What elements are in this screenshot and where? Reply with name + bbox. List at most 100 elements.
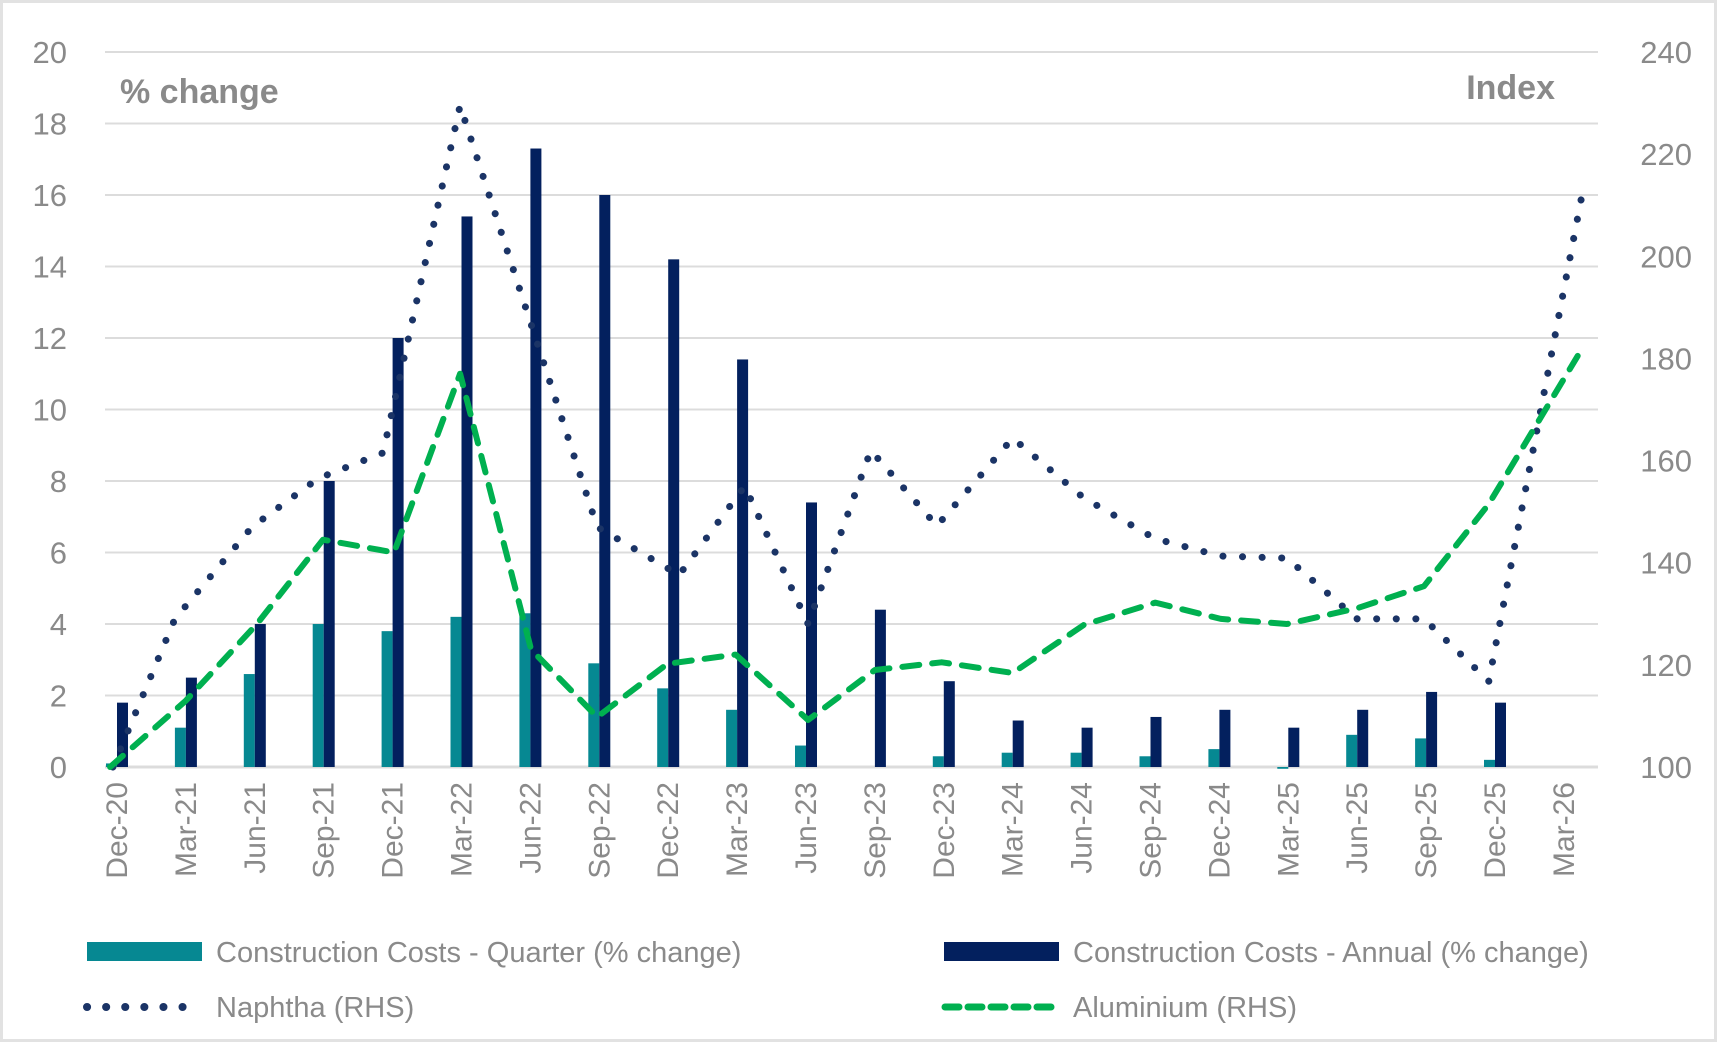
x-tick-label-mar-24: Mar-24 [997, 782, 1030, 877]
x-axis-labels: Dec-20 Mar-21 Jun-21 Sep-21 Dec-21 Mar-22 Jun-… [101, 782, 1581, 879]
x-tick-label-dec-25: Dec-25 [1479, 782, 1512, 879]
legend-swatch-annual [944, 942, 1059, 961]
right-tick-label: 220 [1640, 137, 1692, 172]
x-tick-label-dec-22: Dec-22 [652, 782, 685, 879]
bar-quarter-dec-21 [381, 631, 393, 767]
x-tick-label-jun-22: Jun-22 [514, 782, 547, 874]
left-tick-label: 10 [33, 393, 67, 428]
x-tick-label-mar-26: Mar-26 [1548, 782, 1581, 877]
left-tick-label: 8 [50, 464, 67, 499]
bar-quarter-sep-25 [1415, 738, 1427, 767]
bar-quarter-mar-22 [450, 616, 462, 767]
bar-quarter-jun-23 [795, 745, 806, 767]
bar-quarter-dec-24 [1208, 749, 1220, 767]
left-axis-ticks: 0 2 4 6 8 10 12 14 16 18 20 [33, 35, 67, 785]
right-tick-label: 200 [1640, 239, 1692, 274]
right-tick-label: 180 [1640, 341, 1692, 376]
left-tick-label: 6 [50, 536, 67, 571]
x-tick-label-jun-25: Jun-25 [1341, 782, 1374, 874]
bar-annual-mar-24 [1012, 720, 1024, 767]
legend-label-quarter: Construction Costs - Quarter (% change) [216, 937, 741, 969]
bar-quarter-jun-25 [1346, 734, 1358, 767]
legend-item-aluminium: Aluminium (RHS) [941, 992, 1297, 1024]
x-tick-label-jun-24: Jun-24 [1066, 782, 1099, 874]
left-tick-label: 14 [33, 250, 67, 285]
bar-annual-sep-25 [1426, 691, 1438, 767]
bar-annual-dec-23 [943, 681, 955, 767]
bar-quarter-jun-21 [243, 674, 255, 767]
bar-quarter-dec-23 [932, 756, 944, 767]
bar-series [106, 148, 1506, 769]
bar-annual-sep-24 [1150, 716, 1162, 767]
legend-label-annual: Construction Costs - Annual (% change) [1073, 937, 1589, 969]
right-tick-label: 140 [1640, 546, 1692, 581]
legend-item-naphtha: Naphtha (RHS) [83, 992, 414, 1024]
bar-annual-dec-25 [1495, 702, 1506, 767]
bar-annual-jun-24 [1081, 727, 1093, 767]
line-aluminium-rhs [107, 352, 1581, 770]
left-tick-label: 0 [50, 750, 67, 785]
bar-annual-dec-20 [117, 702, 128, 767]
bar-annual-mar-22 [461, 216, 473, 767]
x-tick-label-jun-23: Jun-23 [790, 782, 823, 874]
x-tick-label-dec-24: Dec-24 [1203, 782, 1236, 879]
line-series [107, 102, 1586, 771]
x-tick-label-sep-25: Sep-25 [1410, 782, 1443, 879]
bar-annual-jun-22 [530, 148, 542, 767]
bar-quarter-sep-22 [588, 663, 600, 767]
legend-label-naphtha: Naphtha (RHS) [216, 992, 414, 1024]
bar-annual-dec-24 [1219, 709, 1231, 767]
x-tick-label-dec-20: Dec-20 [101, 782, 134, 879]
legend-label-aluminium: Aluminium (RHS) [1073, 992, 1297, 1024]
bar-annual-jun-21 [254, 624, 266, 767]
bar-quarter-sep-21 [312, 624, 324, 767]
bar-annual-mar-23 [737, 359, 749, 767]
bar-annual-jun-25 [1357, 709, 1369, 767]
bar-quarter-mar-25 [1277, 767, 1289, 769]
bar-annual-jun-23 [806, 502, 817, 767]
bar-quarter-jun-24 [1070, 752, 1082, 767]
legend-item-annual: Construction Costs - Annual (% change) [944, 937, 1589, 969]
bar-quarter-mar-23 [726, 709, 738, 767]
x-tick-label-mar-22: Mar-22 [446, 782, 479, 877]
legend: Construction Costs - Quarter (% change) … [83, 937, 1589, 1024]
bar-annual-sep-21 [323, 481, 335, 767]
bar-annual-sep-23 [874, 609, 886, 767]
bar-quarter-dec-25 [1484, 759, 1495, 767]
x-tick-label-mar-23: Mar-23 [721, 782, 754, 877]
bar-annual-sep-22 [599, 195, 611, 767]
right-axis-ticks: 100 120 140 160 180 200 220 240 [1640, 35, 1692, 785]
x-tick-label-dec-23: Dec-23 [928, 782, 961, 879]
x-tick-label-sep-22: Sep-22 [583, 782, 616, 879]
bar-quarter-mar-24 [1001, 752, 1013, 767]
left-tick-label: 4 [50, 607, 67, 642]
bar-annual-mar-25 [1288, 727, 1300, 767]
left-tick-label: 20 [33, 35, 67, 70]
bar-quarter-sep-24 [1139, 756, 1151, 767]
bar-annual-mar-21 [185, 677, 197, 767]
bar-annual-dec-21 [392, 338, 404, 767]
x-tick-label-jun-21: Jun-21 [239, 782, 272, 874]
left-axis-label: % change [120, 73, 279, 111]
x-tick-label-sep-24: Sep-24 [1135, 782, 1168, 879]
bar-quarter-jun-22 [519, 613, 531, 767]
right-tick-label: 160 [1640, 444, 1692, 479]
x-tick-label-dec-21: Dec-21 [377, 782, 410, 879]
right-tick-label: 240 [1640, 35, 1692, 70]
x-tick-label-sep-21: Sep-21 [308, 782, 341, 879]
bar-quarter-mar-21 [174, 727, 186, 767]
left-tick-label: 16 [33, 178, 67, 213]
x-tick-label-mar-25: Mar-25 [1272, 782, 1305, 877]
x-tick-label-mar-21: Mar-21 [170, 782, 203, 877]
left-tick-label: 18 [33, 107, 67, 142]
bar-quarter-dec-22 [657, 688, 669, 767]
legend-item-quarter: Construction Costs - Quarter (% change) [87, 937, 741, 969]
right-tick-label: 100 [1640, 750, 1692, 785]
bar-annual-dec-22 [668, 259, 680, 767]
right-tick-label: 120 [1640, 648, 1692, 683]
legend-swatch-quarter [87, 942, 202, 961]
x-tick-label-sep-23: Sep-23 [859, 782, 892, 879]
left-tick-label: 2 [50, 679, 67, 714]
